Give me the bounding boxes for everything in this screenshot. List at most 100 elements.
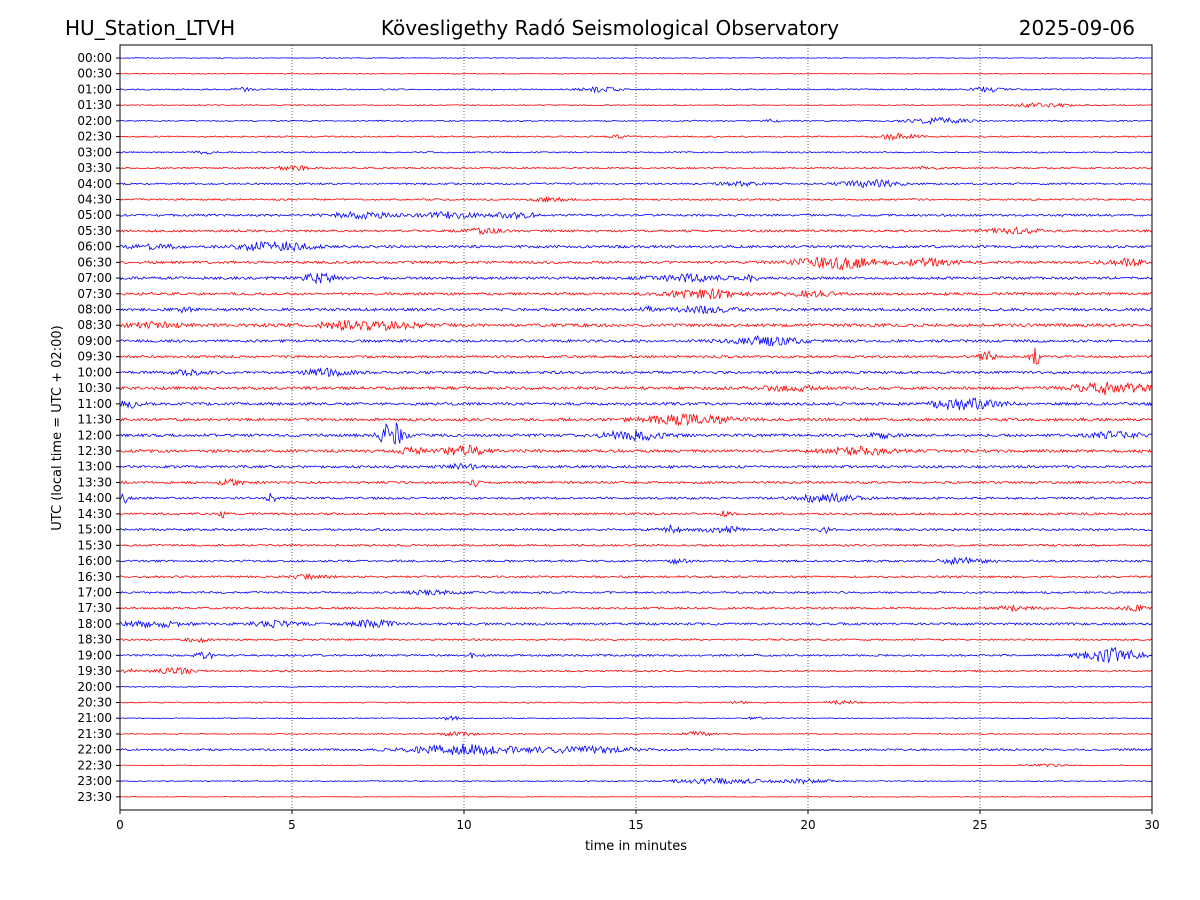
trace-row-07:00 — [119, 272, 1153, 285]
y-tick-label: 06:30 — [77, 255, 112, 269]
trace-row-17:30 — [119, 603, 1153, 613]
y-tick-label: 03:00 — [77, 145, 112, 159]
y-axis-label: UTC (local time = UTC + 02:00) — [50, 325, 65, 530]
y-tick-label: 00:00 — [77, 51, 112, 65]
trace-row-02:30 — [119, 132, 1153, 142]
x-tick-label: 5 — [288, 818, 296, 832]
y-tick-label: 01:00 — [77, 82, 112, 96]
trace-row-16:00 — [119, 556, 1153, 566]
y-tick-label: 16:00 — [77, 554, 112, 568]
y-tick-label: 23:00 — [77, 774, 112, 788]
trace-row-20:00 — [119, 685, 1153, 688]
y-tick-label: 10:00 — [77, 365, 112, 379]
trace-row-10:00 — [119, 367, 1153, 378]
y-tick-label: 13:30 — [77, 475, 112, 489]
trace-row-20:30 — [119, 699, 1153, 706]
trace-row-22:00 — [119, 743, 1153, 757]
y-tick-label: 01:30 — [77, 98, 112, 112]
y-tick-label: 15:30 — [77, 538, 112, 552]
trace-row-18:00 — [119, 618, 1153, 630]
y-tick-label: 11:00 — [77, 397, 112, 411]
y-tick-label: 05:00 — [77, 208, 112, 222]
trace-row-05:00 — [119, 210, 1153, 221]
trace-row-00:00 — [119, 57, 1153, 59]
plot-date: 2025-09-06 — [1019, 16, 1135, 40]
trace-row-21:30 — [119, 730, 1153, 737]
y-tick-label: 14:30 — [77, 507, 112, 521]
trace-row-15:30 — [119, 543, 1153, 548]
y-tick-label: 00:30 — [77, 67, 112, 81]
y-tick-label: 09:30 — [77, 350, 112, 364]
y-tick-label: 10:30 — [77, 381, 112, 395]
trace-row-18:30 — [119, 637, 1153, 644]
y-tick-label: 17:00 — [77, 585, 112, 599]
y-tick-label: 16:30 — [77, 570, 112, 584]
trace-row-10:30 — [119, 381, 1153, 396]
y-tick-label: 18:30 — [77, 633, 112, 647]
x-axis-label: time in minutes — [585, 839, 687, 854]
x-tick-label: 15 — [628, 818, 643, 832]
trace-row-12:30 — [119, 444, 1153, 457]
x-tick-label: 10 — [456, 818, 471, 832]
y-tick-label: 20:00 — [77, 680, 112, 694]
x-tick-label: 20 — [800, 818, 815, 832]
trace-row-06:00 — [119, 240, 1153, 253]
plot-frame — [119, 44, 1153, 811]
trace-row-19:30 — [119, 667, 1153, 675]
trace-row-08:30 — [119, 319, 1153, 332]
y-tick-label: 14:00 — [77, 491, 112, 505]
trace-row-19:00 — [119, 646, 1153, 664]
y-tick-label: 02:00 — [77, 114, 112, 128]
y-tick-label: 18:00 — [77, 617, 112, 631]
y-tick-label: 22:00 — [77, 743, 112, 757]
y-tick-label: 23:30 — [77, 790, 112, 804]
y-tick-label: 07:30 — [77, 287, 112, 301]
y-tick-label: 02:30 — [77, 130, 112, 144]
y-tick-label: 04:00 — [77, 177, 112, 191]
y-tick-label: 11:30 — [77, 413, 112, 427]
trace-row-23:30 — [119, 796, 1153, 798]
y-tick-label: 07:00 — [77, 271, 112, 285]
trace-row-00:30 — [119, 72, 1153, 75]
trace-row-04:30 — [119, 195, 1153, 204]
trace-row-03:30 — [119, 164, 1153, 172]
observatory-title: Kövesligethy Radó Seismological Observat… — [381, 16, 839, 40]
trace-row-09:00 — [119, 335, 1153, 347]
trace-row-06:30 — [119, 256, 1153, 271]
x-tick-labels: 0 5 10 15 20 25 30 — [116, 810, 1160, 832]
trace-row-01:30 — [119, 102, 1153, 109]
y-tick-label: 06:00 — [77, 240, 112, 254]
trace-row-23:00 — [119, 777, 1153, 785]
y-tick-label: 21:00 — [77, 711, 112, 725]
y-tick-label: 12:00 — [77, 428, 112, 442]
trace-row-16:30 — [119, 572, 1153, 581]
trace-row-12:00 — [119, 421, 1153, 445]
trace-row-14:30 — [119, 510, 1153, 519]
trace-row-02:00 — [119, 116, 1153, 126]
trace-row-22:30 — [119, 763, 1153, 768]
y-tick-label: 12:30 — [77, 444, 112, 458]
trace-row-17:00 — [119, 588, 1153, 596]
trace-row-04:00 — [119, 178, 1153, 189]
trace-row-07:30 — [119, 287, 1153, 300]
trace-row-05:30 — [119, 226, 1153, 236]
trace-row-13:00 — [119, 462, 1153, 471]
y-tick-label: 08:00 — [77, 303, 112, 317]
y-tick-label: 22:30 — [77, 758, 112, 772]
trace-row-21:00 — [119, 715, 1153, 722]
trace-row-09:30 — [119, 347, 1153, 365]
x-tick-label: 0 — [116, 818, 124, 832]
y-tick-label: 04:30 — [77, 192, 112, 206]
y-tick-label: 09:00 — [77, 334, 112, 348]
y-tick-label: 19:30 — [77, 664, 112, 678]
trace-row-11:00 — [119, 397, 1153, 411]
y-tick-label: 05:30 — [77, 224, 112, 238]
y-tick-label: 21:30 — [77, 727, 112, 741]
y-tick-label: 15:00 — [77, 523, 112, 537]
y-tick-label: 19:00 — [77, 648, 112, 662]
trace-row-01:00 — [119, 86, 1153, 94]
trace-row-13:30 — [119, 478, 1153, 488]
station-name: HU_Station_LTVH — [65, 16, 235, 40]
